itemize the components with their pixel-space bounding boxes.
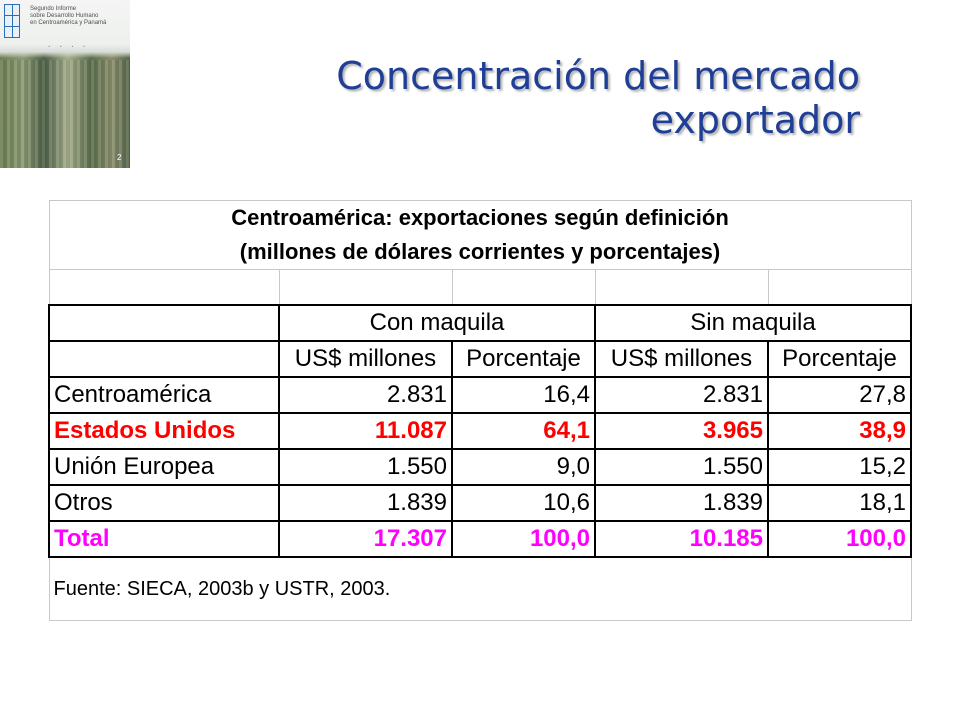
- table-title: Centroamérica: exportaciones según defin…: [48, 200, 912, 235]
- row-label: Centroamérica: [48, 376, 280, 414]
- cover-title-line: Segundo Informe: [30, 6, 77, 12]
- cover-title: Segundo Informe sobre Desarrollo Humano …: [30, 6, 128, 27]
- cover-dots: • • • •: [48, 44, 90, 49]
- cell-value: 9,0: [451, 448, 596, 486]
- table-row: Otros 1.839 10,6 1.839 18,1: [48, 484, 912, 522]
- cell-value: 38,9: [767, 412, 912, 450]
- slide-title: Concentración del mercado exportador: [336, 54, 860, 142]
- cell-value: 1.839: [278, 484, 453, 522]
- exports-table: Centroamérica: exportaciones según defin…: [48, 200, 912, 621]
- group-header-row: Con maquila Sin maquila: [48, 304, 912, 342]
- cell-value: 2.831: [278, 376, 453, 414]
- table-source-note: Fuente: SIECA, 2003b y USTR, 2003.: [48, 556, 912, 621]
- row-label: Estados Unidos: [48, 412, 280, 450]
- row-label: Unión Europea: [48, 448, 280, 486]
- cover-page-number: 2: [117, 153, 122, 162]
- cell-value: 1.550: [594, 448, 769, 486]
- slide-title-line: Concentración del mercado: [336, 54, 860, 98]
- cover-title-line: en Centroamérica y Panamá: [30, 20, 107, 26]
- column-header: Porcentaje: [767, 340, 912, 378]
- cell-value: 10.185: [594, 520, 769, 558]
- report-cover-thumbnail: Segundo Informe sobre Desarrollo Humano …: [0, 0, 130, 168]
- slide-title-line: exportador: [650, 98, 860, 142]
- cell-value: 100,0: [767, 520, 912, 558]
- row-label: Otros: [48, 484, 280, 522]
- sub-header-row: US$ millones Porcentaje US$ millones Por…: [48, 340, 912, 378]
- table-row-highlight: Estados Unidos 11.087 64,1 3.965 38,9: [48, 412, 912, 450]
- cell-value: 1.550: [278, 448, 453, 486]
- cell-value: 3.965: [594, 412, 769, 450]
- cell-value: 11.087: [278, 412, 453, 450]
- table-row: Unión Europea 1.550 9,0 1.550 15,2: [48, 448, 912, 486]
- row-label: Total: [48, 520, 280, 558]
- group-header-con-maquila: Con maquila: [278, 304, 596, 342]
- column-header: US$ millones: [278, 340, 453, 378]
- cell-value: 17.307: [278, 520, 453, 558]
- cell-value: 100,0: [451, 520, 596, 558]
- cell-value: 16,4: [451, 376, 596, 414]
- table-row-total: Total 17.307 100,0 10.185 100,0: [48, 520, 912, 558]
- table-subtitle: (millones de dólares corrientes y porcen…: [48, 235, 912, 270]
- cell-value: 10,6: [451, 484, 596, 522]
- blank-row: [48, 269, 912, 306]
- undp-logo-icon: [4, 4, 20, 38]
- cover-title-line: sobre Desarrollo Humano: [30, 13, 99, 19]
- cell-value: 15,2: [767, 448, 912, 486]
- cell-value: 1.839: [594, 484, 769, 522]
- cell-value: 2.831: [594, 376, 769, 414]
- cell-value: 64,1: [451, 412, 596, 450]
- column-header: US$ millones: [594, 340, 769, 378]
- cell-value: 18,1: [767, 484, 912, 522]
- group-header-sin-maquila: Sin maquila: [594, 304, 912, 342]
- column-header: Porcentaje: [451, 340, 596, 378]
- table-row: Centroamérica 2.831 16,4 2.831 27,8: [48, 376, 912, 414]
- cell-value: 27,8: [767, 376, 912, 414]
